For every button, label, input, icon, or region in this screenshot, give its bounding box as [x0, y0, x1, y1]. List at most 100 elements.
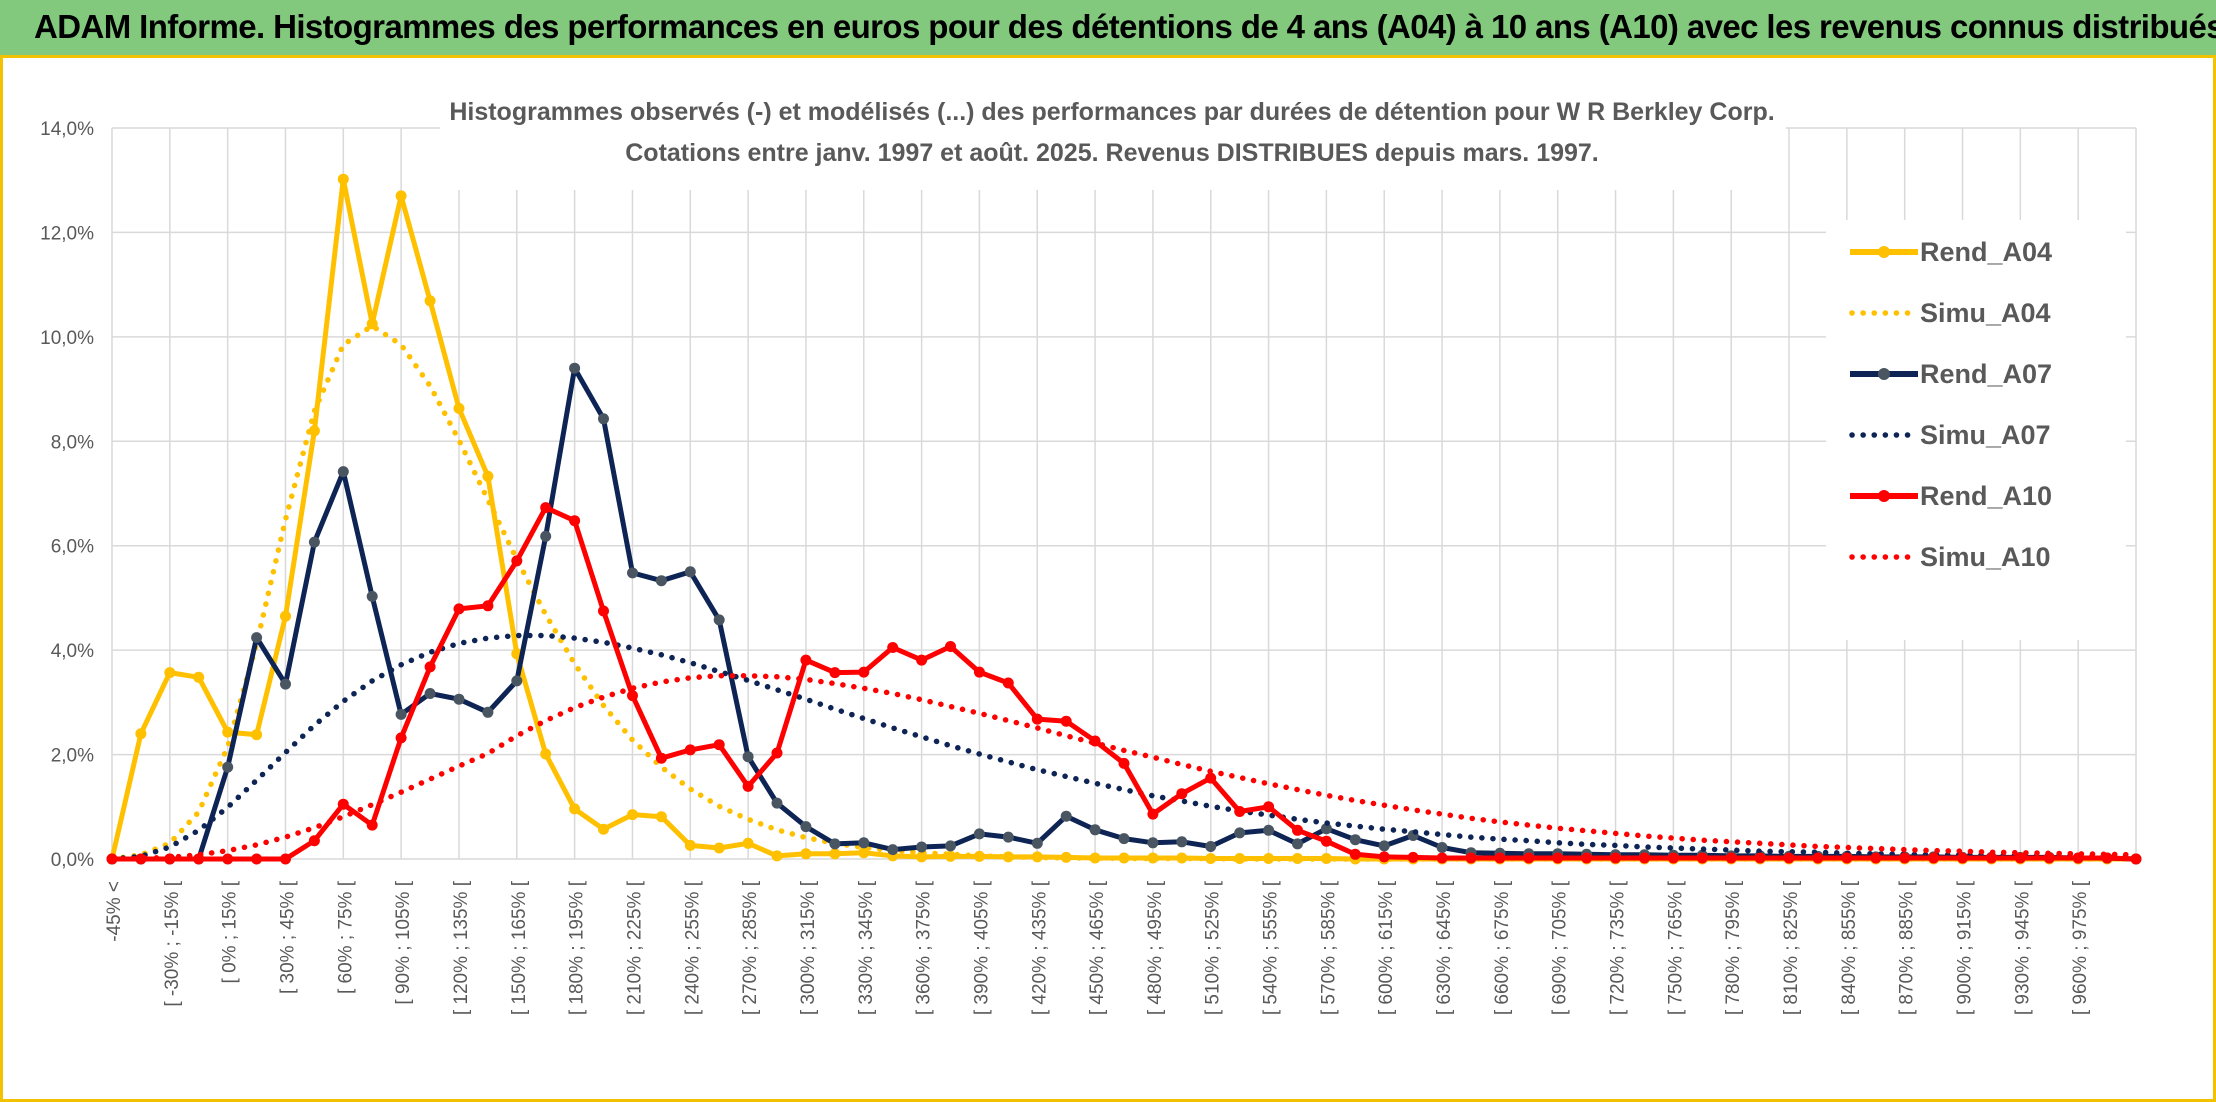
data-point [1696, 852, 1708, 864]
x-tick-label: [ 360% ; 375% [ [914, 880, 935, 1015]
data-point [424, 688, 436, 699]
data-point [482, 600, 494, 612]
data-point [1378, 851, 1390, 863]
x-tick-label: [ 570% ; 585% [ [1318, 880, 1339, 1015]
data-point [1263, 801, 1275, 813]
data-point [569, 803, 581, 815]
chart-legend[interactable]: Rend_A04 Simu_A04 Rend_A07 Simu_A07 Rend_A10… [1849, 237, 2052, 572]
chart-subtitle: Cotations entre janv. 1997 et août. 2025… [625, 139, 1599, 167]
data-point [540, 530, 552, 542]
data-point [1263, 824, 1275, 836]
data-point [135, 728, 147, 740]
y-axis-tick-labels: 0,0% 2,0% 4,0% 6,0% 8,0% 10,0% 12,0% 14,0% [40, 119, 94, 871]
data-point [800, 654, 812, 666]
data-point [1089, 852, 1101, 864]
data-point [1147, 808, 1159, 820]
data-point [627, 809, 638, 821]
data-point [2130, 853, 2142, 865]
x-tick-label: [ 330% ; 345% [ [856, 880, 877, 1015]
legend-item-simu-a10[interactable]: Simu_A10 [1849, 542, 2051, 572]
data-point [395, 190, 407, 202]
x-tick-label: [ 540% ; 555% [ [1261, 880, 1282, 1015]
data-point [1176, 836, 1188, 848]
series-rend-a10 [106, 502, 2142, 865]
data-point [366, 819, 378, 831]
data-point [1234, 806, 1246, 817]
data-point [280, 853, 291, 865]
x-tick-label: -45% < [104, 881, 125, 942]
x-tick-label: [ 810% ; 825% [ [1781, 880, 1802, 1015]
y-tick-label: 2,0% [51, 746, 94, 767]
data-point [1523, 852, 1535, 864]
x-tick-label: [ 930% ; 945% [ [2012, 880, 2033, 1015]
data-point [1581, 852, 1593, 864]
data-point [829, 667, 841, 679]
data-point [887, 844, 899, 856]
y-tick-label: 14,0% [40, 119, 94, 140]
data-point [916, 841, 928, 853]
data-point [1060, 810, 1072, 822]
data-point [771, 797, 783, 809]
data-point [858, 666, 870, 678]
data-point [453, 693, 465, 705]
data-point [598, 823, 609, 835]
data-point [1205, 772, 1217, 784]
x-tick-label: [ 390% ; 405% [ [971, 880, 992, 1015]
data-point [424, 661, 436, 673]
x-tick-label: [ 870% ; 885% [ [1897, 880, 1918, 1015]
legend-item-simu-a07[interactable]: Simu_A07 [1849, 420, 2051, 450]
data-point [337, 466, 349, 478]
data-point [655, 752, 667, 764]
x-tick-label: [ 420% ; 435% [ [1029, 880, 1050, 1015]
x-tick-label: [ 450% ; 465% [ [1087, 880, 1108, 1015]
data-point [1725, 852, 1737, 864]
data-point [858, 837, 870, 849]
data-point [424, 295, 436, 307]
x-tick-label: [ 780% ; 795% [ [1723, 880, 1744, 1015]
data-point [251, 729, 263, 741]
x-tick-label: [ -30% ; -15% [ [162, 880, 183, 1006]
x-tick-label: [ 900% ; 915% [ [1955, 880, 1976, 1015]
legend-label: Simu_A07 [1920, 420, 2051, 450]
data-point [713, 614, 725, 626]
data-point [1436, 842, 1448, 853]
data-point [1349, 834, 1361, 846]
data-point [1320, 823, 1332, 835]
data-point [742, 780, 754, 792]
data-point [713, 842, 725, 854]
report-banner: ADAM Informe. Histogrammes des performan… [0, 0, 2216, 58]
x-tick-label: [ 750% ; 765% [ [1665, 880, 1686, 1015]
data-point [222, 853, 234, 865]
data-point [655, 811, 667, 823]
data-point [482, 470, 494, 482]
data-point [800, 848, 812, 860]
x-tick-label: [ 510% ; 525% [ [1203, 880, 1224, 1015]
data-point [1465, 852, 1477, 864]
data-point [1031, 837, 1043, 849]
legend-item-rend-a10[interactable]: Rend_A10 [1850, 481, 2052, 511]
chart-title-backdrop [440, 86, 1786, 190]
series-simu-a10 [109, 672, 2139, 862]
data-point [598, 605, 609, 617]
x-tick-label: [ 180% ; 195% [ [567, 880, 588, 1015]
legend-item-rend-a04[interactable]: Rend_A04 [1850, 237, 2052, 267]
data-point [2014, 852, 2026, 864]
legend-item-simu-a04[interactable]: Simu_A04 [1849, 298, 2051, 328]
legend-item-rend-a07[interactable]: Rend_A07 [1850, 359, 2052, 389]
x-tick-label: [ 630% ; 645% [ [1434, 880, 1455, 1015]
legend-label: Rend_A10 [1920, 481, 2052, 511]
data-point [627, 567, 638, 579]
data-point [684, 566, 696, 578]
legend-marker [1878, 490, 1890, 502]
data-point [569, 362, 581, 374]
data-point [1957, 852, 1968, 864]
legend-backdrop [1826, 220, 2126, 640]
data-point [337, 798, 349, 810]
y-tick-label: 4,0% [51, 641, 94, 662]
data-point [771, 747, 783, 759]
data-point [1292, 824, 1303, 836]
data-point [1436, 852, 1448, 864]
x-tick-label: [ 300% ; 315% [ [798, 880, 819, 1015]
data-point [1870, 852, 1882, 864]
data-point [829, 848, 841, 860]
